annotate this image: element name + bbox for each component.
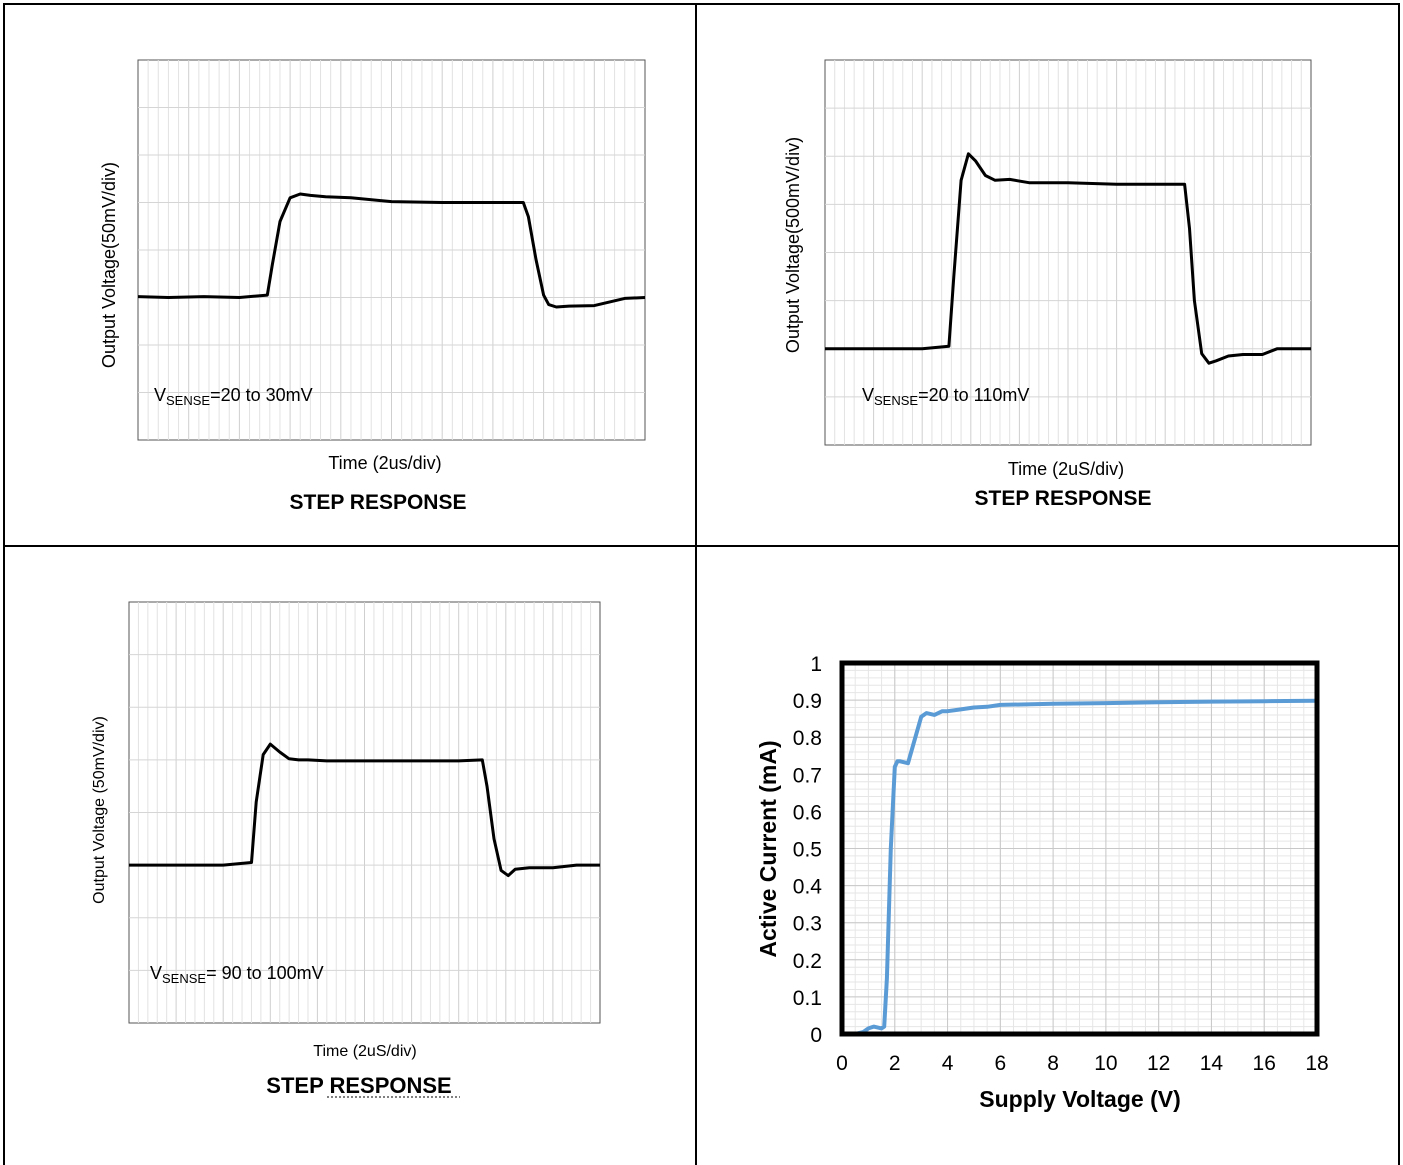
y-axis-label: Output Voltage(500mV/div) bbox=[783, 137, 803, 353]
vsense-subscript: SENSE bbox=[166, 393, 210, 408]
vsense-subscript: SENSE bbox=[162, 971, 206, 986]
y-tick-label: 0.4 bbox=[793, 876, 823, 899]
x-tick-label: 6 bbox=[994, 1052, 1006, 1075]
step-response-chart-2: Output Voltage(500mV/div) Time (2uS/div)… bbox=[783, 59, 1312, 510]
active-current-chart: 0 2 4 6 8 10 12 14 16 18 0 0.1 0.2 0.3 0.4 0.5 0.6 0.7 0.… bbox=[755, 653, 1329, 1112]
y-tick-label: 0.6 bbox=[793, 801, 822, 824]
y-tick-label: 1 bbox=[810, 653, 822, 676]
major-grid bbox=[129, 602, 600, 1023]
x-axis-label: Time (2us/div) bbox=[328, 453, 441, 473]
y-axis-label: Output Voltage (50mV/div) bbox=[91, 716, 108, 904]
x-tick-label: 0 bbox=[836, 1052, 848, 1075]
step-response-chart-1: Output Voltage(50mV/div) Time (2us/div) … bbox=[99, 59, 646, 514]
plot-frame bbox=[839, 660, 1320, 1037]
voltage-trace bbox=[825, 152, 1311, 365]
x-tick-label: 8 bbox=[1047, 1052, 1059, 1075]
x-tick-label: 18 bbox=[1305, 1052, 1328, 1075]
table-borders bbox=[3, 3, 1400, 1165]
y-tick-label: 0.2 bbox=[793, 950, 822, 973]
step-response-chart-3: Output Voltage (50mV/div) Time (2uS/div)… bbox=[91, 601, 601, 1098]
x-axis-label: Supply Voltage (V) bbox=[979, 1086, 1180, 1112]
vsense-subscript: SENSE bbox=[874, 393, 918, 408]
y-tick-label: 0.7 bbox=[793, 764, 822, 787]
vsense-annotation: VSENSE= 90 to 100mV bbox=[150, 963, 324, 986]
vsense-symbol: V bbox=[154, 385, 166, 405]
y-tick-label: 0.5 bbox=[793, 839, 822, 862]
x-tick-label: 16 bbox=[1253, 1052, 1276, 1075]
chart-caption: STEP RESPONSE bbox=[266, 1073, 451, 1098]
y-tick-label: 0.8 bbox=[793, 727, 822, 750]
y-tick-label: 0.3 bbox=[793, 913, 822, 936]
major-grid bbox=[842, 663, 1317, 1034]
x-tick-label: 10 bbox=[1094, 1052, 1117, 1075]
x-tick-label: 14 bbox=[1200, 1052, 1224, 1075]
x-tick-labels: 0 2 4 6 8 10 12 14 16 18 bbox=[836, 1052, 1329, 1075]
vsense-range: = 90 to 100mV bbox=[206, 963, 324, 983]
y-tick-label: 0.9 bbox=[793, 690, 822, 713]
vsense-range: =20 to 110mV bbox=[918, 385, 1029, 405]
voltage-trace bbox=[137, 192, 646, 309]
x-axis-label: Time (2uS/div) bbox=[313, 1043, 416, 1060]
y-tick-labels: 0 0.1 0.2 0.3 0.4 0.5 0.6 0.7 0.8 0.9 1 bbox=[793, 653, 823, 1047]
y-tick-label: 0 bbox=[810, 1024, 822, 1047]
vsense-annotation: VSENSE=20 to 30mV bbox=[154, 385, 313, 408]
voltage-trace bbox=[129, 742, 600, 878]
major-grid bbox=[825, 60, 1311, 445]
x-axis-label: Time (2uS/div) bbox=[1008, 459, 1124, 479]
y-tick-label: 0.1 bbox=[793, 987, 822, 1010]
x-tick-label: 4 bbox=[942, 1052, 954, 1075]
chart-caption: STEP RESPONSE bbox=[974, 487, 1151, 510]
vsense-symbol: V bbox=[150, 963, 162, 983]
current-curve bbox=[842, 698, 1318, 1036]
vsense-range: =20 to 30mV bbox=[210, 385, 313, 405]
chart-caption: STEP RESPONSE bbox=[289, 491, 466, 514]
y-axis-label: Output Voltage(50mV/div) bbox=[99, 162, 119, 368]
vsense-annotation: VSENSE=20 to 110mV bbox=[862, 385, 1029, 408]
x-tick-label: 2 bbox=[889, 1052, 901, 1075]
x-tick-label: 12 bbox=[1147, 1052, 1170, 1075]
vsense-symbol: V bbox=[862, 385, 874, 405]
major-grid bbox=[138, 60, 645, 440]
y-axis-label: Active Current (mA) bbox=[755, 740, 781, 957]
